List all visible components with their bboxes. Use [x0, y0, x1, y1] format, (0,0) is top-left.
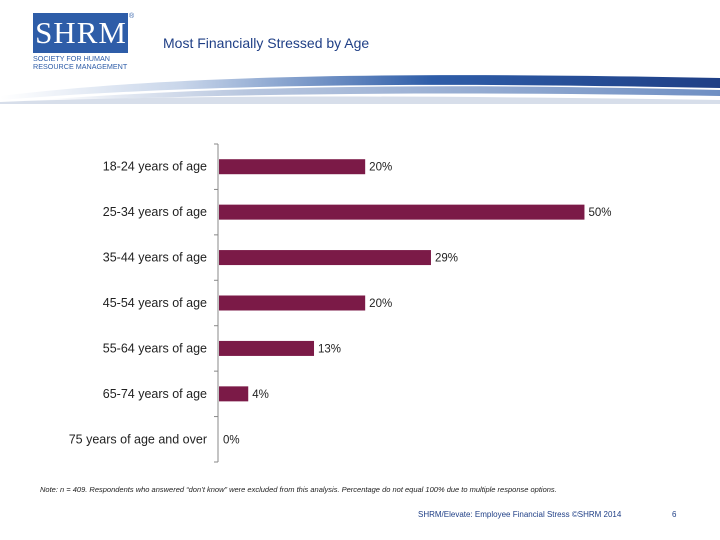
logo-box: SHRM	[33, 13, 128, 53]
slide-title: Most Financially Stressed by Age	[163, 35, 370, 51]
bar	[219, 159, 366, 175]
value-label: 29%	[435, 253, 458, 265]
logo-letters: SHRM	[35, 15, 127, 50]
category-label: 65-74 years of age	[103, 387, 207, 401]
header-swoosh	[0, 75, 720, 104]
value-label: 4%	[252, 389, 269, 401]
page-number: 6	[672, 510, 677, 519]
value-label: 20%	[369, 162, 392, 174]
value-label: 0%	[223, 434, 240, 446]
bar	[219, 295, 366, 311]
value-label: 20%	[369, 298, 392, 310]
bar	[219, 340, 315, 356]
shrm-logo: SHRM ® Society for Human Resource Manage…	[33, 13, 135, 77]
category-label: 25-34 years of age	[103, 205, 207, 219]
registered-mark: ®	[129, 13, 135, 20]
chart-note: Note: n = 409. Respondents who answered …	[40, 485, 557, 494]
bar	[219, 250, 431, 266]
value-label: 13%	[318, 343, 341, 355]
logo-subtitle: Society for Human Resource Management	[33, 54, 128, 71]
category-label: 18-24 years of age	[103, 160, 207, 174]
bar-chart: 18-24 years of age 20% 25-34 years of age 5…	[69, 143, 611, 463]
bar	[219, 204, 585, 220]
category-label: 55-64 years of age	[103, 341, 207, 355]
category-label: 45-54 years of age	[103, 296, 207, 310]
category-label: 75 years of age and over	[69, 432, 207, 446]
footer-text: SHRM/Elevate: Employee Financial Stress …	[418, 510, 622, 519]
value-label: 50%	[588, 207, 611, 219]
bar	[219, 386, 249, 402]
category-label: 35-44 years of age	[103, 251, 207, 265]
